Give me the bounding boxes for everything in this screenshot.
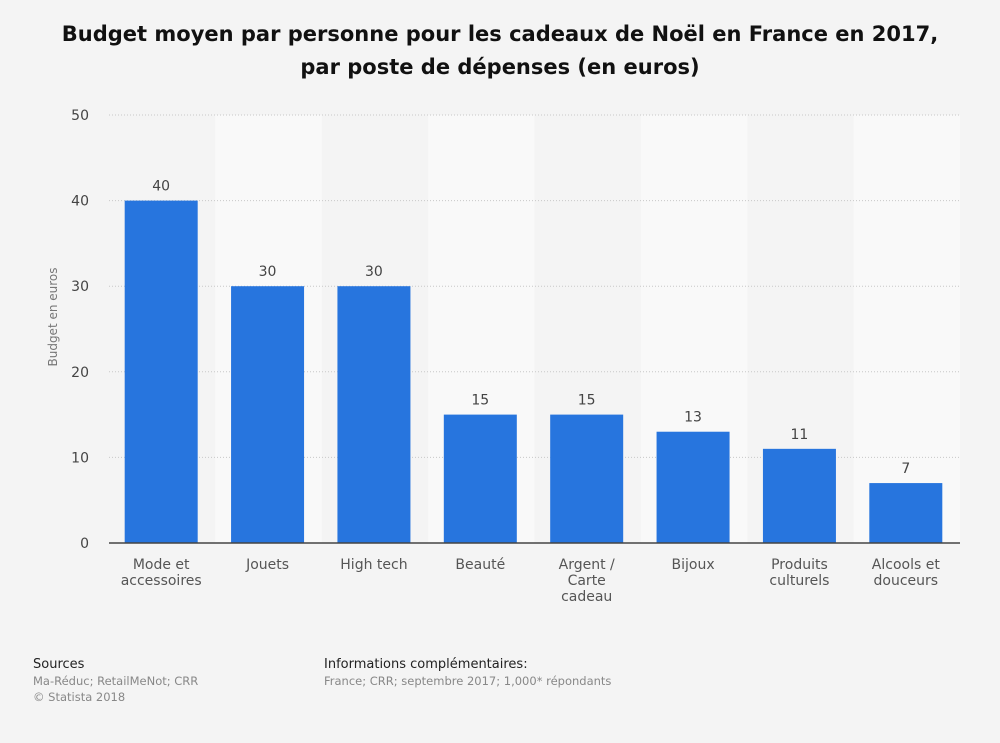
bar: [443, 414, 517, 543]
y-axis-label: Budget en euros: [46, 267, 60, 366]
bar: [656, 431, 730, 543]
sources-label: Sources: [33, 657, 85, 672]
bar: [762, 448, 836, 543]
data-label: 30: [259, 264, 277, 280]
sources-text[interactable]: Ma-Réduc; RetailMeNot; CRR: [33, 674, 199, 688]
x-tick-label: Beauté: [455, 557, 505, 573]
bar: [231, 286, 305, 543]
x-tick-label: Produits culturels: [769, 557, 829, 589]
info-text: France; CRR; septembre 2017; 1,000* répo…: [324, 674, 612, 688]
x-tick-label: Jouets: [245, 557, 289, 573]
y-tick-label: 0: [80, 536, 89, 552]
y-tick-label: 50: [71, 108, 89, 124]
info-label: Informations complémentaires:: [324, 657, 528, 672]
data-label: 30: [365, 264, 383, 280]
bar: [124, 200, 198, 543]
x-tick-label: Alcools et douceurs: [872, 557, 941, 589]
y-tick-label: 30: [71, 279, 89, 295]
data-label: 7: [901, 461, 910, 477]
data-label: 15: [471, 393, 489, 409]
x-tick-label: Bijoux: [672, 557, 715, 573]
bar: [337, 286, 411, 543]
bar: [869, 483, 943, 543]
data-label: 13: [684, 410, 702, 426]
y-tick-label: 10: [71, 450, 89, 466]
chart-title: Budget moyen par personne pour les cadea…: [61, 22, 939, 79]
info-block: Informations complémentaires: France; CR…: [324, 657, 611, 689]
background-band: [853, 115, 960, 543]
copyright-text: © Statista 2018: [33, 690, 126, 704]
data-label: 15: [578, 393, 596, 409]
x-tick-label: Argent / Carte cadeau: [559, 557, 615, 605]
data-label: 40: [152, 179, 170, 195]
y-tick-label: 40: [71, 194, 89, 210]
y-tick-label: 20: [71, 365, 89, 381]
sources-block: Sources Ma-Réduc; RetailMeNot; CRR © Sta…: [33, 657, 198, 705]
bar: [550, 414, 624, 543]
x-tick-label: Mode et accessoires: [121, 557, 202, 589]
x-tick-label: High tech: [340, 557, 407, 573]
data-label: 11: [791, 427, 809, 443]
